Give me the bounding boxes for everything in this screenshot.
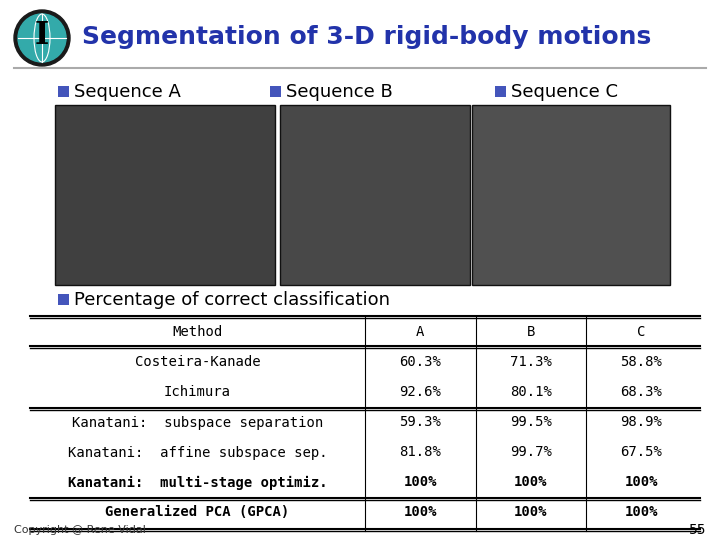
Text: 100%: 100%	[625, 505, 658, 519]
Text: 71.3%: 71.3%	[510, 355, 552, 369]
Text: Generalized PCA (GPCA): Generalized PCA (GPCA)	[105, 505, 289, 519]
Text: 98.9%: 98.9%	[621, 415, 662, 429]
Text: Sequence B: Sequence B	[286, 83, 392, 101]
Bar	[58, 85, 69, 97]
Text: 60.3%: 60.3%	[400, 355, 441, 369]
Text: 100%: 100%	[625, 476, 658, 489]
Text: 68.3%: 68.3%	[621, 386, 662, 400]
Text: 99.5%: 99.5%	[510, 415, 552, 429]
Circle shape	[18, 14, 66, 62]
Text: Kanatani:  affine subspace sep.: Kanatani: affine subspace sep.	[68, 446, 328, 460]
Text: 100%: 100%	[403, 476, 437, 489]
Bar	[58, 294, 69, 305]
Text: Method: Method	[172, 326, 222, 340]
Bar	[280, 105, 470, 285]
Bar	[472, 105, 670, 285]
Text: B: B	[526, 326, 535, 340]
Text: Percentage of correct classification: Percentage of correct classification	[74, 291, 390, 309]
Text: Ichimura: Ichimura	[164, 386, 231, 400]
Text: 100%: 100%	[514, 476, 548, 489]
Text: Sequence C: Sequence C	[511, 83, 618, 101]
Text: A: A	[416, 326, 425, 340]
Bar	[55, 105, 275, 285]
Text: Copyright @ Rene Vidal: Copyright @ Rene Vidal	[14, 525, 146, 535]
Text: 67.5%: 67.5%	[621, 446, 662, 460]
Circle shape	[14, 10, 70, 66]
Text: 58.8%: 58.8%	[621, 355, 662, 369]
Text: Kanatani:  subspace separation: Kanatani: subspace separation	[72, 415, 323, 429]
Text: 81.8%: 81.8%	[400, 446, 441, 460]
Bar	[495, 85, 506, 97]
Text: 80.1%: 80.1%	[510, 386, 552, 400]
Bar	[270, 85, 281, 97]
Text: 100%: 100%	[403, 505, 437, 519]
Text: Segmentation of 3-D rigid-body motions: Segmentation of 3-D rigid-body motions	[82, 25, 652, 49]
Text: Costeira-Kanade: Costeira-Kanade	[135, 355, 261, 369]
Text: 59.3%: 59.3%	[400, 415, 441, 429]
Text: 92.6%: 92.6%	[400, 386, 441, 400]
Text: 99.7%: 99.7%	[510, 446, 552, 460]
Text: Kanatani:  multi-stage optimiz.: Kanatani: multi-stage optimiz.	[68, 475, 328, 490]
Text: I: I	[35, 21, 49, 51]
Text: 55: 55	[688, 523, 706, 537]
Text: 100%: 100%	[514, 505, 548, 519]
Text: Sequence A: Sequence A	[74, 83, 181, 101]
Text: C: C	[637, 326, 646, 340]
